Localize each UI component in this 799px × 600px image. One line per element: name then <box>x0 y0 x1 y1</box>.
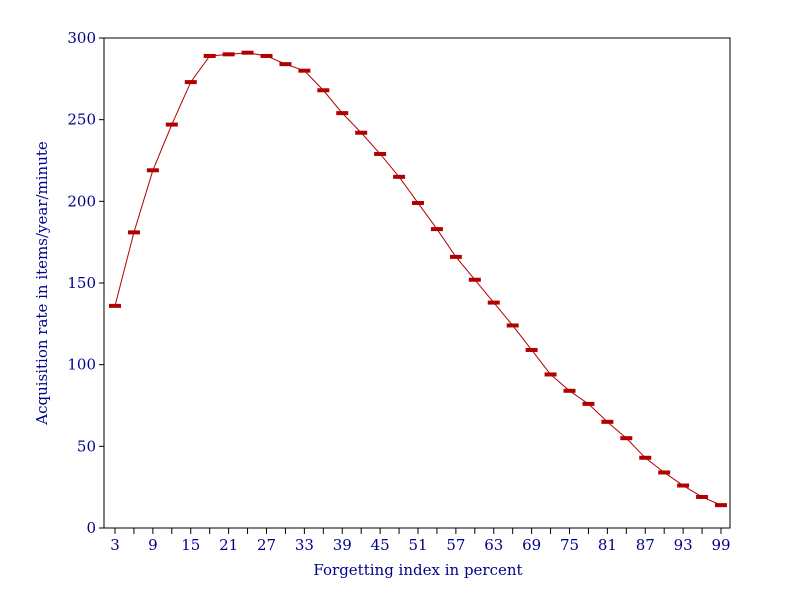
data-point <box>260 53 273 58</box>
x-tick-label: 57 <box>446 536 465 554</box>
x-tick-label: 3 <box>110 536 120 554</box>
data-point <box>184 80 197 85</box>
data-point <box>677 483 690 488</box>
y-tick-label: 300 <box>67 29 96 47</box>
data-point <box>715 503 727 508</box>
data-point <box>374 151 387 156</box>
x-tick-label: 21 <box>219 536 238 554</box>
data-point <box>544 372 557 377</box>
x-tick-label: 9 <box>148 536 158 554</box>
x-tick-label: 81 <box>598 536 617 554</box>
data-point <box>165 122 178 127</box>
x-tick-label: 63 <box>484 536 503 554</box>
x-tick-label: 75 <box>560 536 579 554</box>
data-point <box>430 227 443 232</box>
data-point <box>696 494 709 499</box>
data-point <box>620 436 633 441</box>
data-point <box>639 455 652 460</box>
data-point <box>525 347 538 352</box>
data-point <box>658 470 671 475</box>
data-point <box>279 62 292 67</box>
y-tick-label: 100 <box>67 356 96 374</box>
data-point <box>449 254 462 259</box>
x-tick-label: 39 <box>333 536 352 554</box>
data-point <box>146 168 159 173</box>
data-point <box>336 111 349 116</box>
x-tick-label: 99 <box>711 536 730 554</box>
data-point <box>412 200 424 205</box>
data-point <box>393 174 406 179</box>
y-axis: 0 50 100 150 200 250 300 <box>67 29 104 537</box>
data-point <box>222 52 235 57</box>
data-point <box>468 277 481 282</box>
y-tick-label: 250 <box>67 111 96 129</box>
y-tick-label: 50 <box>77 437 96 455</box>
data-point <box>487 300 500 305</box>
x-tick-label: 27 <box>257 536 276 554</box>
series-points <box>109 50 727 508</box>
data-point <box>298 68 311 73</box>
data-point <box>241 50 254 55</box>
data-point <box>109 303 121 308</box>
x-tick-label: 51 <box>408 536 427 554</box>
data-point <box>582 401 595 406</box>
x-tick-label: 69 <box>522 536 541 554</box>
data-point <box>203 53 216 58</box>
plot-frame <box>103 37 731 529</box>
x-tick-label: 87 <box>636 536 655 554</box>
y-tick-label: 200 <box>67 192 96 210</box>
data-point <box>506 323 519 328</box>
data-point <box>355 130 368 135</box>
x-tick-label: 33 <box>295 536 314 554</box>
y-axis-title: Acquisition rate in items/year/minute <box>33 141 51 426</box>
data-point <box>317 88 330 93</box>
data-point <box>601 419 614 424</box>
x-axis: 3 9 15 21 27 33 39 45 51 57 63 69 75 81 87 93 99 <box>110 528 731 554</box>
x-tick-label: 15 <box>181 536 200 554</box>
data-point <box>127 230 140 235</box>
x-axis-title: Forgetting index in percent <box>313 561 522 579</box>
x-tick-label: 45 <box>371 536 390 554</box>
y-tick-label: 150 <box>67 274 96 292</box>
x-tick-label: 93 <box>674 536 693 554</box>
y-tick-label: 0 <box>86 519 96 537</box>
data-point <box>563 388 576 393</box>
